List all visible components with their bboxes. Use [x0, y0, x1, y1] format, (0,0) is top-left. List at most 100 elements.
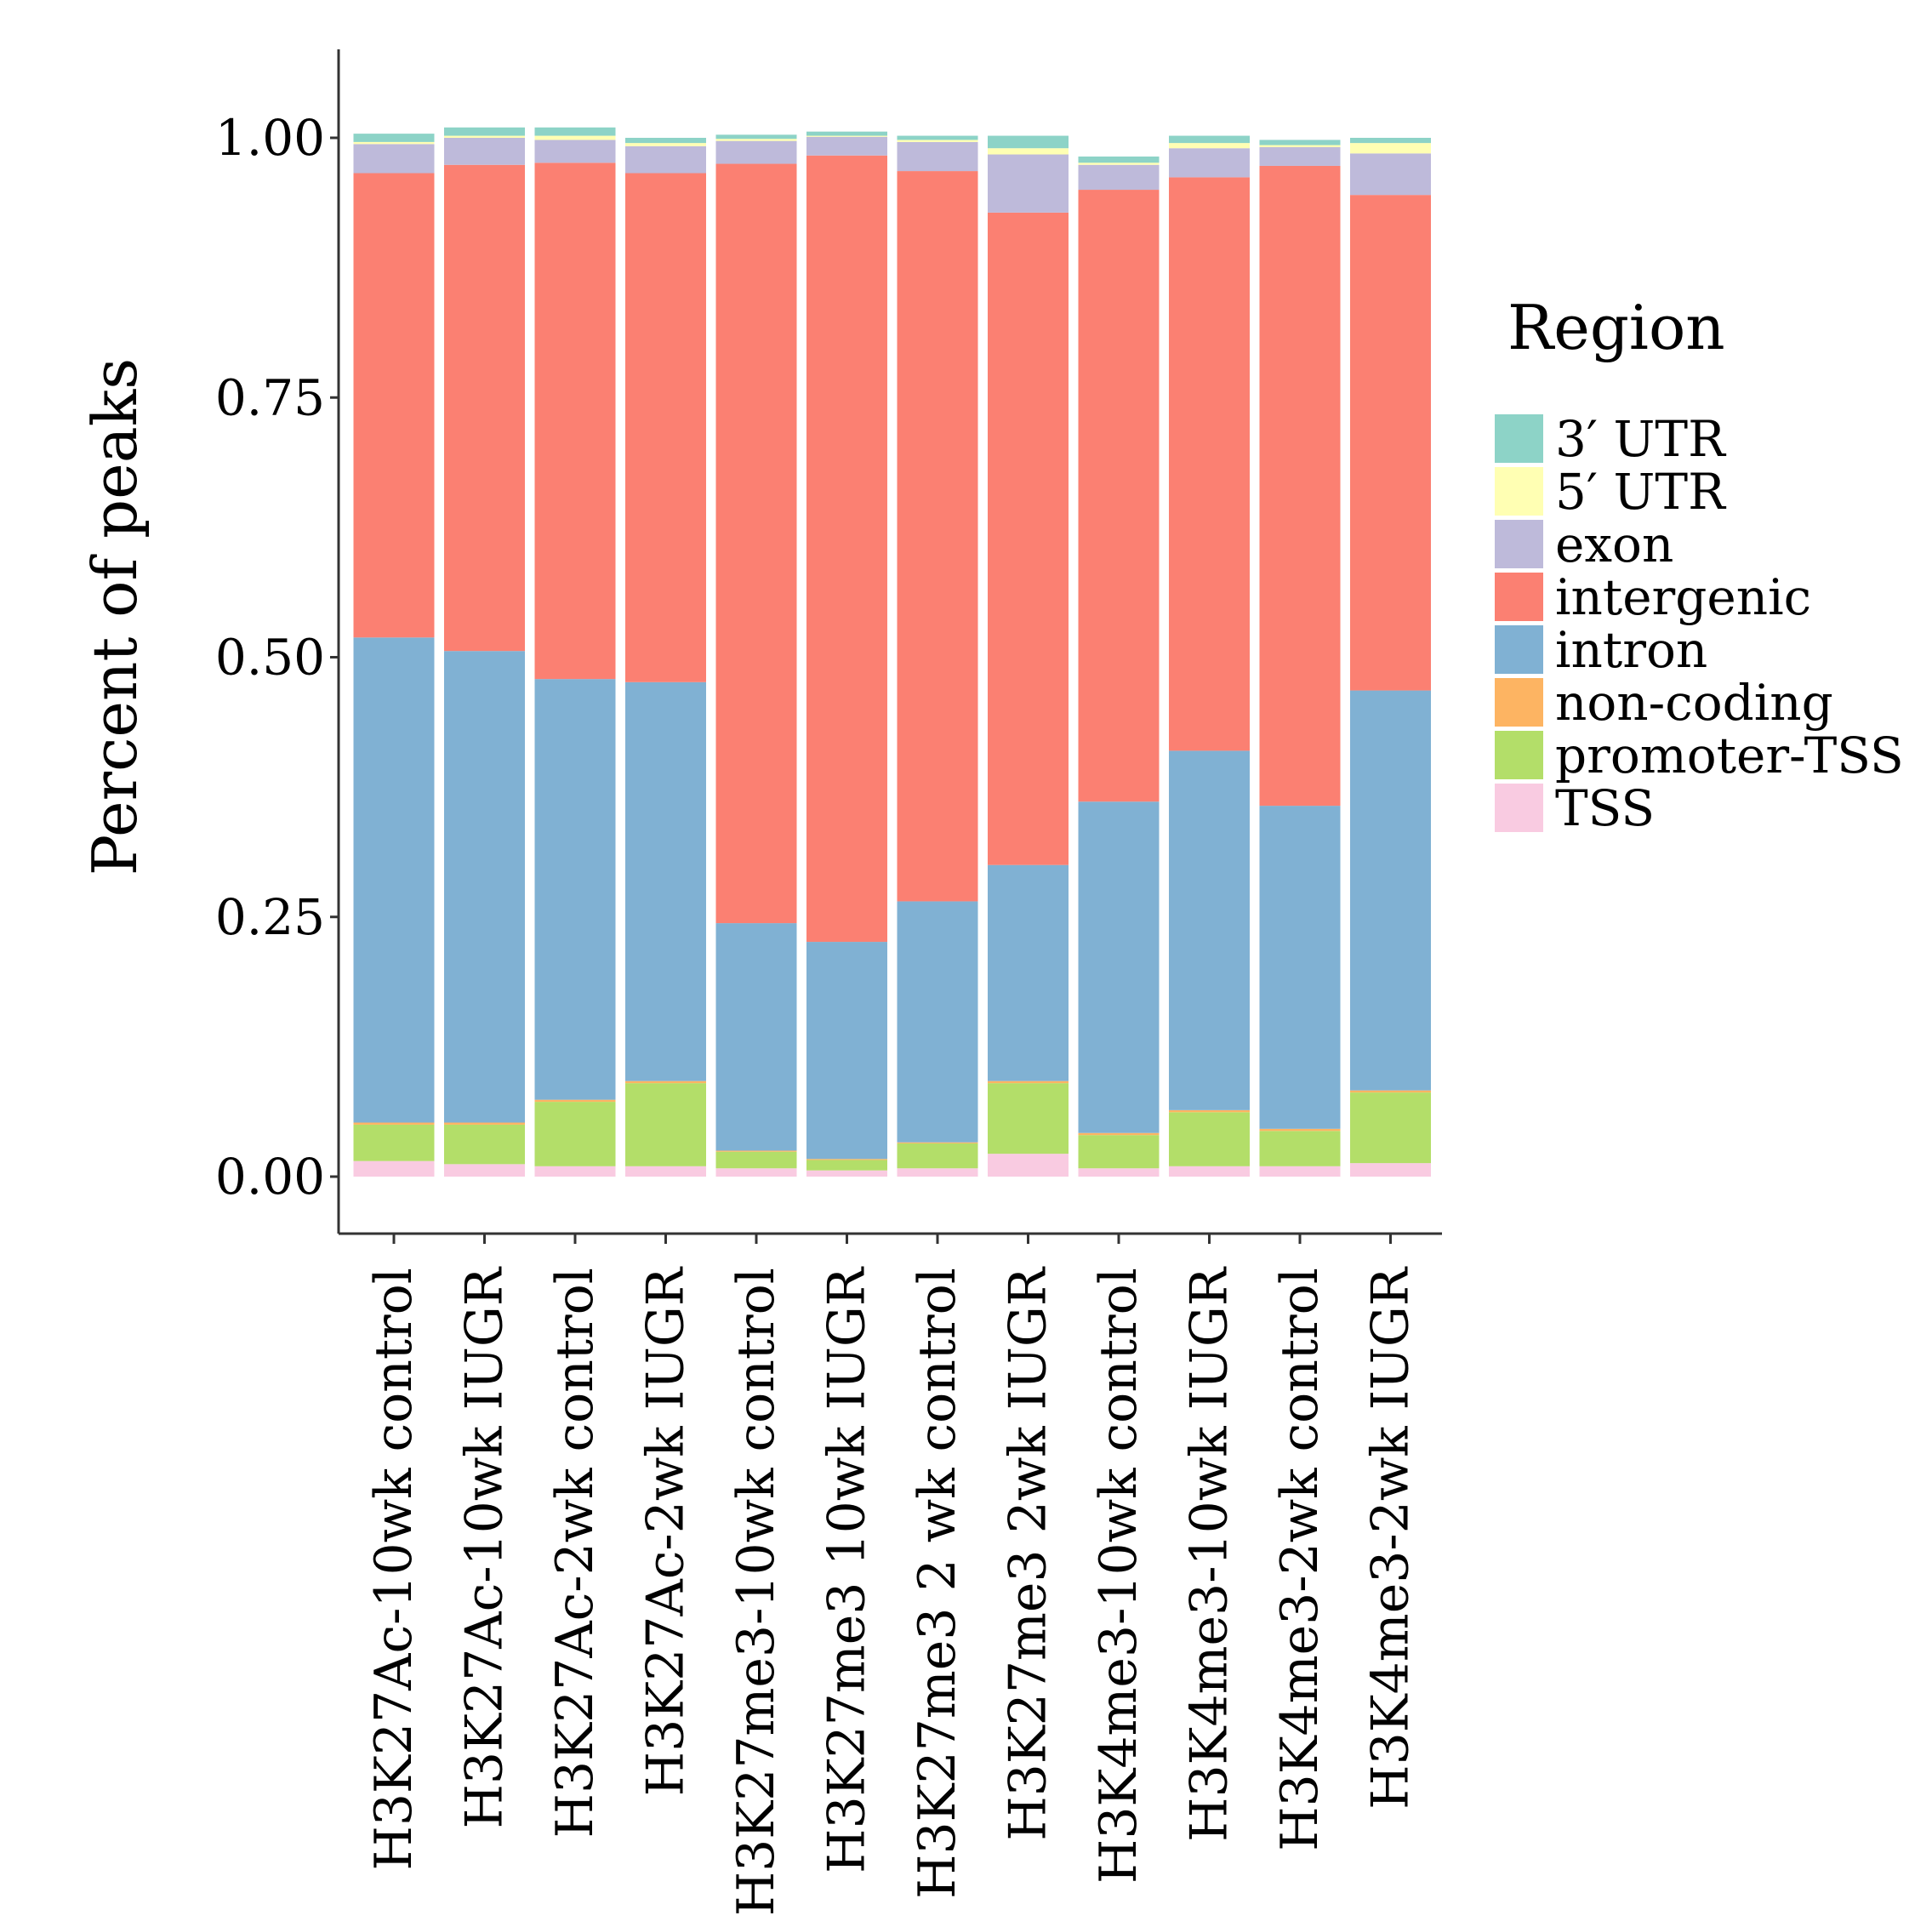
bar-segment-3-utr	[806, 131, 887, 136]
bar-segment-5-utr	[897, 140, 978, 142]
bar-segment-tss	[715, 1168, 797, 1177]
y-tick: 0.75	[215, 368, 339, 426]
legend-item: intergenic	[1495, 568, 1811, 626]
bar-segment-non-coding	[1169, 1109, 1250, 1113]
bar-segment-exon	[625, 145, 706, 174]
bar-segment-exon	[444, 138, 525, 165]
bar-segment-non-coding	[444, 1122, 525, 1125]
bar-segment-non-coding	[806, 1159, 887, 1160]
x-tick: H3K27Ac-10wk control	[364, 1234, 424, 1871]
legend-label: intergenic	[1555, 568, 1811, 626]
y-tick: 0.50	[215, 629, 339, 687]
x-tick-label: H3K27me3 10wk IUGR	[818, 1266, 877, 1873]
y-axis-ticks: 0.00 0.25 0.50 0.75 1.00	[215, 109, 339, 1206]
bar-segment-tss	[1259, 1166, 1341, 1177]
bar-segment-3-utr	[353, 134, 435, 142]
bar-segment-exon	[1169, 148, 1250, 178]
x-tick: H3K4me3-2wk IUGR	[1361, 1234, 1421, 1810]
bar-segment-3-utr	[1078, 156, 1160, 163]
bar-segment-intron	[534, 679, 616, 1100]
legend-item: 5′ UTR	[1495, 463, 1727, 521]
bar-segment-promoter-tss	[988, 1083, 1069, 1154]
bar-segment-promoter-tss	[1259, 1131, 1341, 1166]
x-tick-label: H3K27me3 2wk IUGR	[999, 1266, 1058, 1840]
bar-stack	[1078, 156, 1160, 1177]
legend-item: non-coding	[1495, 674, 1833, 732]
x-axis-ticks: H3K27Ac-10wk control H3K27Ac-10wk IUGR H3K…	[364, 1234, 1421, 1916]
bar-segment-promoter-tss	[625, 1083, 706, 1166]
bar-segment-intron	[1259, 806, 1341, 1129]
bar-segment-5-utr	[625, 143, 706, 146]
bar-segment-5-utr	[1169, 143, 1250, 149]
bar-stack	[353, 134, 435, 1177]
bar-segment-5-utr	[1259, 145, 1341, 147]
bar-segment-intron	[444, 651, 525, 1123]
bar-segment-intergenic	[444, 164, 525, 652]
x-tick-label: H3K4me3-2wk IUGR	[1361, 1266, 1421, 1810]
x-tick-label: H3K27Ac-10wk control	[364, 1268, 424, 1871]
bar-segment-intergenic	[988, 212, 1069, 865]
bar-segment-promoter-tss	[1350, 1092, 1431, 1164]
legend-item: exon	[1495, 516, 1673, 573]
bar-segment-intron	[988, 864, 1069, 1081]
bar-segment-intergenic	[353, 173, 435, 638]
bar-segment-tss	[534, 1166, 616, 1177]
bar-segment-promoter-tss	[806, 1160, 887, 1171]
bar-segment-non-coding	[1078, 1132, 1160, 1136]
x-tick: H3K27me3 2 wk control	[908, 1234, 967, 1899]
bar-segment-exon	[534, 140, 616, 163]
bar-stack	[1259, 140, 1341, 1177]
bar-segment-tss	[1169, 1166, 1250, 1177]
bar-segment-3-utr	[1169, 135, 1250, 144]
x-tick-label: H3K4me3-10wk IUGR	[1180, 1266, 1240, 1842]
y-tick-label: 0.50	[215, 629, 325, 687]
x-tick-label: H3K27me3-10wk control	[727, 1268, 786, 1916]
legend-item: TSS	[1495, 779, 1655, 837]
bar-segment-3-utr	[444, 127, 525, 136]
legend-label: TSS	[1555, 779, 1655, 837]
bar-segment-exon	[715, 140, 797, 164]
bar-stack	[988, 135, 1069, 1177]
x-tick: H3K4me3-2wk control	[1270, 1234, 1330, 1851]
bar-segment-promoter-tss	[1169, 1112, 1250, 1166]
legend-label: non-coding	[1555, 674, 1833, 732]
bar-segment-tss	[988, 1154, 1069, 1177]
y-tick-label: 0.25	[215, 888, 325, 946]
x-tick: H3K27me3 10wk IUGR	[818, 1234, 877, 1873]
bar-segment-3-utr	[1350, 138, 1431, 144]
bar-segment-intron	[897, 901, 978, 1143]
bar-segment-exon	[806, 136, 887, 156]
bar-segment-3-utr	[1259, 140, 1341, 145]
bar-segment-intron	[1350, 690, 1431, 1091]
bar-segment-non-coding	[625, 1080, 706, 1084]
bar-segment-tss	[353, 1160, 435, 1177]
bar-segment-intergenic	[1259, 165, 1341, 807]
bar-segment-intergenic	[1350, 195, 1431, 691]
x-tick: H3K27me3-10wk control	[727, 1234, 786, 1916]
bar-segment-3-utr	[897, 135, 978, 140]
bar-segment-intergenic	[1078, 190, 1160, 802]
bar-segment-5-utr	[988, 148, 1069, 155]
bar-segment-3-utr	[625, 138, 706, 144]
bar-stack	[625, 138, 706, 1177]
bar-stack	[1350, 138, 1431, 1177]
bar-segment-tss	[897, 1168, 978, 1177]
bar-segment-tss	[806, 1170, 887, 1177]
bar-segment-intron	[806, 942, 887, 1160]
bar-segment-intron	[1078, 801, 1160, 1133]
bar-stacks	[353, 127, 1431, 1177]
bar-segment-exon	[897, 141, 978, 172]
x-tick: H3K4me3-10wk IUGR	[1180, 1234, 1240, 1842]
y-tick: 1.00	[215, 109, 339, 167]
axes	[337, 49, 1442, 1235]
legend-label: exon	[1555, 516, 1673, 573]
x-tick: H3K4me3-10wk control	[1089, 1234, 1148, 1884]
bar-stack	[444, 127, 525, 1177]
y-tick: 0.25	[215, 888, 339, 946]
y-tick-label: 0.00	[215, 1148, 325, 1206]
bar-segment-intron	[353, 637, 435, 1123]
bar-segment-3-utr	[715, 134, 797, 140]
bar-segment-3-utr	[534, 127, 616, 136]
